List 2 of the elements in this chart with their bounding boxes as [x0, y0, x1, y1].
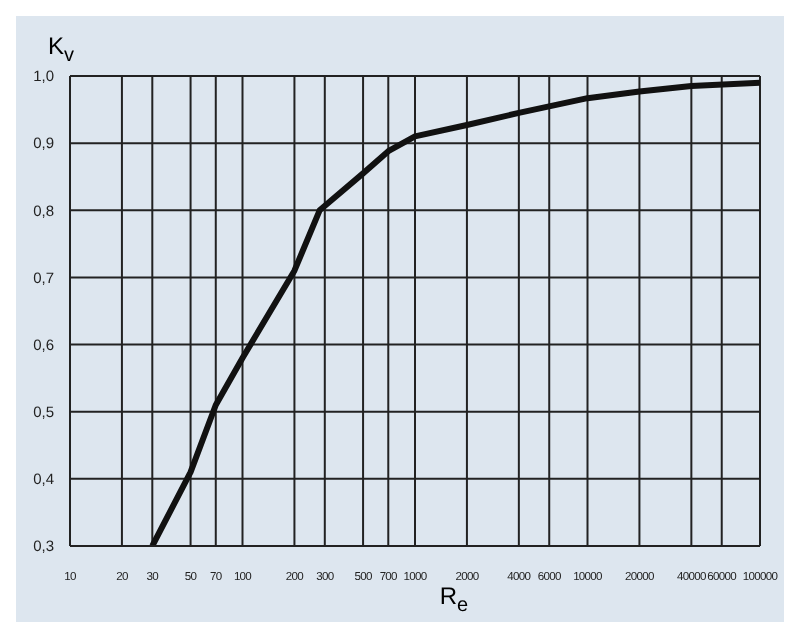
x-axis-title: R$_{e}$	[437, 582, 471, 617]
y-axis-title: K$_{v}$	[48, 32, 75, 67]
